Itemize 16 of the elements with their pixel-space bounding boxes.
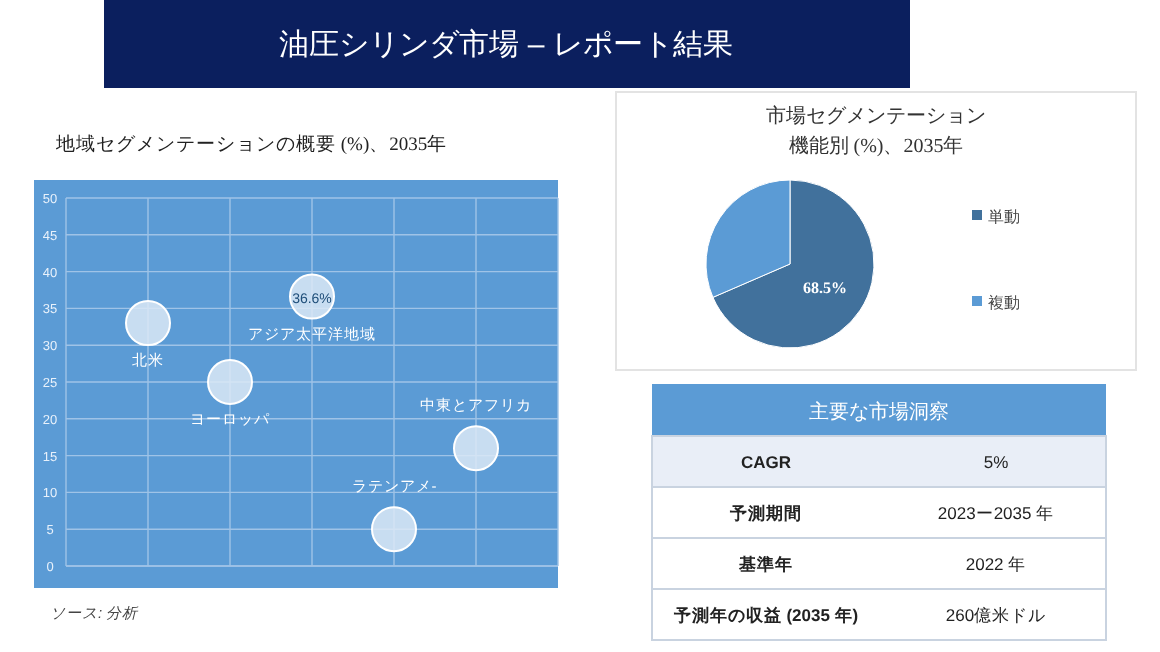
text: CAGR	[740, 452, 792, 472]
text: 260億米ドル	[945, 605, 1047, 625]
data-label: 68.5%	[803, 279, 848, 298]
text: 基準年	[737, 554, 793, 574]
chart-title: 地域セグメンテーションの概要 (%)、2035年	[54, 132, 448, 156]
chart-title: 市場セグメンテーション機能別 (%)、2035年	[766, 104, 986, 158]
text: 予測年の収益 (2035 年)	[671, 605, 859, 625]
text: 主要な市場洞察	[809, 400, 949, 424]
text: 予測期間	[728, 503, 802, 523]
pie-slice	[712, 179, 875, 349]
legend-label: 単動	[988, 208, 1020, 226]
text: 油圧シリンダ市場 – レポート結果	[279, 28, 733, 62]
text: 2023ー2035 年	[937, 503, 1055, 523]
text: 2022 年	[965, 554, 1027, 574]
legend-label: 複動	[988, 294, 1020, 312]
text: 5%	[983, 452, 1010, 472]
